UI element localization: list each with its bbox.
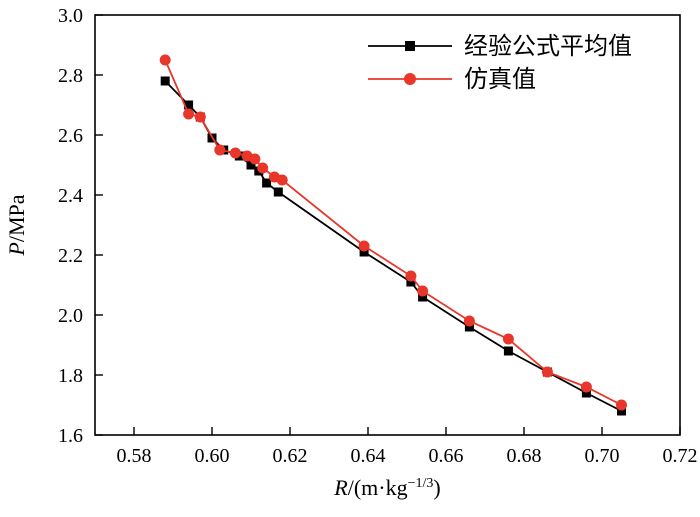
series-1-marker <box>249 153 261 165</box>
series-0-marker <box>184 100 194 110</box>
plot-frame <box>94 14 681 436</box>
series-1-marker <box>257 162 269 174</box>
x-tick-label: 0.70 <box>585 445 620 467</box>
series-1-marker <box>183 108 195 120</box>
series-1-marker <box>405 270 417 282</box>
series-0-marker <box>581 388 591 398</box>
series-0-marker <box>617 406 626 416</box>
series-1 <box>159 54 627 411</box>
series-0-marker <box>160 76 170 86</box>
legend-label-1: 仿真值 <box>464 66 536 93</box>
legend-marker-0 <box>405 41 415 51</box>
series-1-marker <box>159 54 171 66</box>
x-tick-label: 0.64 <box>351 445 386 467</box>
series-1-line <box>164 59 622 406</box>
x-axis: 0.58 0.60 0.62 0.64 0.66 0.68 0.70 0.72 <box>117 427 698 467</box>
series-1-marker <box>276 174 288 186</box>
y-tick-label: 3.0 <box>58 5 83 27</box>
x-tick-label: 0.66 <box>429 445 464 467</box>
y-tick-label: 2.6 <box>58 125 83 147</box>
series-1-marker <box>616 399 627 411</box>
y-axis-label: P/MPa <box>4 194 29 256</box>
y-tick-label: 2.4 <box>58 185 83 207</box>
series-0-marker <box>359 247 369 257</box>
series-1-marker <box>580 381 592 393</box>
series-1-marker <box>417 285 429 297</box>
legend-label-0: 经验公式平均值 <box>464 33 632 60</box>
x-tick-label: 0.58 <box>117 445 152 467</box>
x-tick-label: 0.68 <box>507 445 542 467</box>
legend-marker-1 <box>404 73 416 85</box>
x-axis-label: R/(m·kg−1/3) <box>333 475 440 500</box>
x-tick-label: 0.60 <box>195 445 230 467</box>
legend-item-0: 经验公式平均值 <box>368 33 632 60</box>
series-0-marker <box>273 187 283 197</box>
y-tick-label: 1.6 <box>58 425 83 447</box>
x-tick-label: 0.72 <box>663 445 698 467</box>
x-tick-label: 0.62 <box>273 445 308 467</box>
series-1-marker <box>214 144 226 156</box>
legend-item-1: 仿真值 <box>368 66 536 93</box>
series-0-line <box>164 80 622 412</box>
y-axis: 1.6 1.8 2.0 2.2 2.4 2.6 2.8 3.0 <box>58 5 103 447</box>
y-tick-label: 2.8 <box>58 65 83 87</box>
series-0-marker <box>464 322 474 332</box>
series-1-marker <box>358 240 370 252</box>
series-1-marker <box>502 333 514 345</box>
series-1-marker <box>194 111 206 123</box>
series-1-marker <box>541 366 553 378</box>
series-1-marker <box>463 315 475 327</box>
y-tick-label: 2.0 <box>58 305 83 327</box>
series-0-marker <box>246 160 256 170</box>
series-0-marker <box>503 346 513 356</box>
series-0-marker <box>262 178 272 188</box>
series-0-marker <box>418 292 428 302</box>
series-0-marker <box>406 277 416 287</box>
series-0 <box>160 76 626 416</box>
y-tick-label: 1.8 <box>58 365 83 387</box>
series-1-marker <box>229 147 241 159</box>
y-tick-label: 2.2 <box>58 245 83 267</box>
